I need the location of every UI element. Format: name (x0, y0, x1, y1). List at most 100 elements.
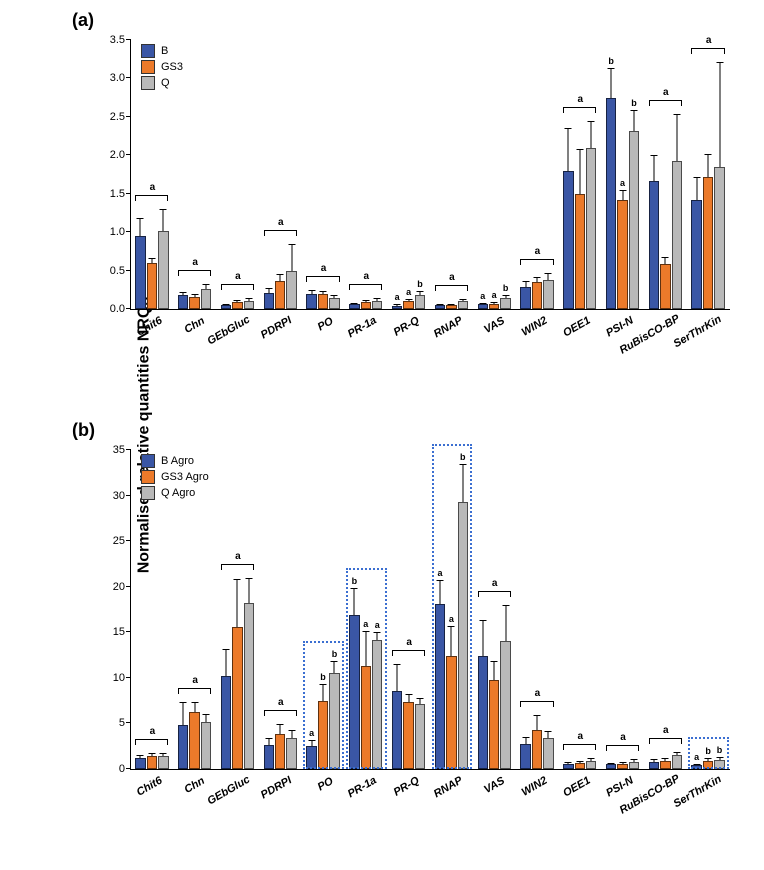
bar-GS3 (275, 281, 285, 309)
bar-GS3 (446, 656, 456, 769)
y-tick-label: 30 (113, 490, 131, 502)
errorbar (665, 758, 666, 761)
errorbar (280, 274, 281, 281)
errorbar (226, 649, 227, 676)
y-tick-label: 10 (113, 672, 131, 684)
bar-GS3 (232, 627, 242, 769)
errorbar (377, 632, 378, 639)
errorbar (708, 154, 709, 177)
errorbar (397, 304, 398, 306)
significance-letter: a (235, 551, 241, 562)
significance-bracket (649, 100, 682, 106)
x-tick-label: VAS (482, 315, 507, 336)
bar-GS3 (617, 764, 627, 769)
significance-letter: a (535, 246, 541, 257)
errorbar (280, 724, 281, 734)
bar-Q (500, 641, 510, 769)
errorbar (633, 759, 634, 762)
significance-letter: b (417, 279, 423, 289)
y-tick-label: 3.0 (110, 72, 131, 84)
bar-GS3 (660, 761, 670, 769)
bar-B (478, 656, 488, 769)
category-group: aab (473, 40, 516, 309)
category-group: a (131, 40, 174, 309)
category-group: a (217, 450, 260, 769)
bar-GS3 (532, 730, 542, 769)
errorbar (226, 304, 227, 306)
errorbar (451, 304, 452, 306)
errorbar (494, 302, 495, 304)
bar-GS3 (189, 712, 199, 769)
errorbar (505, 295, 506, 298)
errorbar (708, 758, 709, 761)
y-tick-label: 1.5 (110, 188, 131, 200)
bar-Q (500, 298, 510, 309)
significance-bracket (221, 284, 254, 290)
errorbar (248, 298, 249, 300)
errorbar (408, 299, 409, 301)
category-group: a (431, 40, 474, 309)
x-tick-label: PO (315, 315, 335, 333)
category-group: a (388, 450, 431, 769)
errorbar (140, 218, 141, 236)
bar-Q (329, 298, 339, 309)
x-tick-label: PSI-N (604, 314, 635, 339)
bar-GS3 (403, 702, 413, 769)
errorbar (354, 588, 355, 615)
errorbar (525, 737, 526, 744)
significance-letter: a (694, 752, 699, 762)
bar-Q (244, 301, 254, 309)
bar-B (349, 615, 359, 769)
errorbar (268, 288, 269, 293)
bar-Q (629, 762, 639, 769)
bar-B (306, 746, 316, 769)
significance-letter: a (577, 94, 583, 105)
bar-B (691, 765, 701, 769)
category-group: a (131, 450, 174, 769)
bar-GS3 (275, 734, 285, 769)
significance-letter: a (375, 620, 380, 630)
bar-GS3 (489, 680, 499, 769)
bar-B (691, 200, 701, 309)
bar-B (135, 758, 145, 769)
significance-letter: a (321, 263, 327, 274)
bar-B (563, 764, 573, 769)
significance-bracket (478, 591, 511, 597)
bar-GS3 (489, 304, 499, 309)
bar-GS3 (361, 302, 371, 309)
x-tick-label: PR-Q (392, 775, 422, 799)
panel-a-label: (a) (72, 10, 94, 31)
significance-letter: a (449, 272, 455, 283)
errorbar (579, 761, 580, 763)
errorbar (311, 290, 312, 295)
bar-B (606, 98, 616, 309)
category-group: bab (602, 40, 645, 309)
bar-Q (286, 738, 296, 769)
significance-letter: a (406, 637, 412, 648)
errorbar (397, 664, 398, 690)
errorbar (591, 121, 592, 148)
significance-letter: b (352, 576, 358, 586)
bar-B (520, 744, 530, 769)
x-tick-label: GEbGluc (205, 774, 252, 808)
significance-letter: b (608, 56, 614, 66)
bar-GS3 (575, 763, 585, 769)
significance-bracket (520, 259, 553, 265)
significance-letter: a (620, 178, 625, 188)
bar-GS3 (189, 297, 199, 309)
x-tick-label: RNAP (432, 774, 465, 800)
significance-letter: a (535, 688, 541, 699)
bar-Q (415, 704, 425, 769)
x-tick-label: PR-1a (346, 774, 379, 800)
errorbar (505, 605, 506, 641)
bar-Q (458, 502, 468, 769)
y-tick-label: 0 (119, 763, 131, 775)
errorbar (377, 298, 378, 300)
significance-bracket (264, 710, 297, 716)
category-group: abb (687, 450, 730, 769)
x-tick-label: PO (315, 775, 335, 793)
errorbar (536, 277, 537, 282)
errorbar (206, 284, 207, 289)
category-group: a (174, 40, 217, 309)
panel-a-plot: 0.00.51.01.52.02.53.03.5BGS3QaChit6aChna… (130, 40, 730, 310)
